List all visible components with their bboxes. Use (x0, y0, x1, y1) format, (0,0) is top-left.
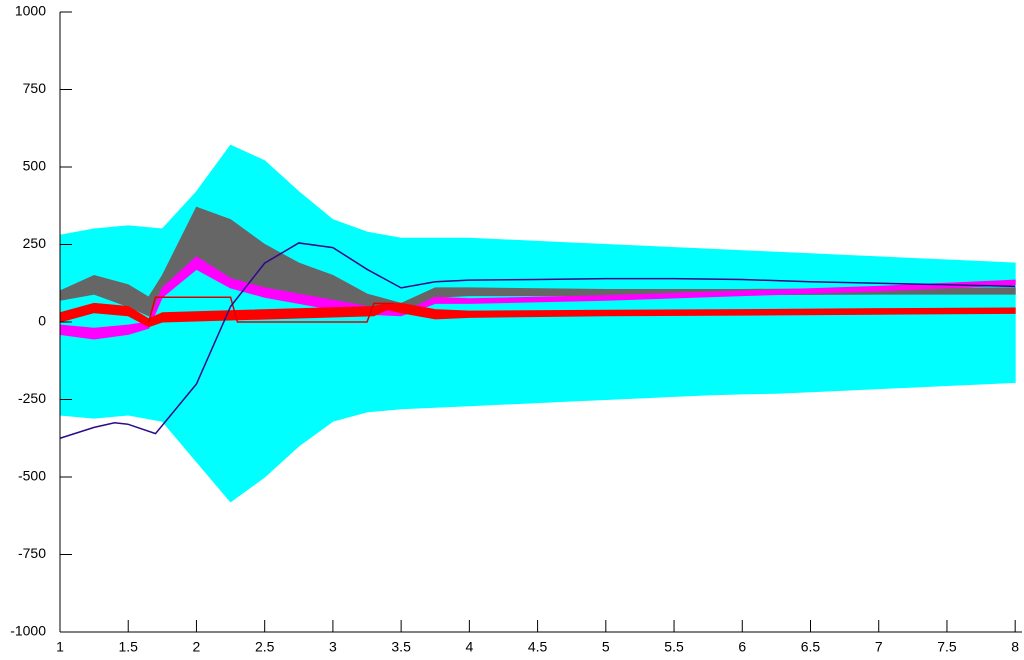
x-tick-label: 5.5 (664, 639, 684, 655)
x-tick-label: 7.5 (937, 639, 957, 655)
x-tick-label: 1 (56, 639, 64, 655)
y-tick-label: 1000 (15, 3, 46, 19)
y-tick-label: -750 (18, 545, 46, 561)
line (59, 242, 1016, 439)
x-tick-label: 3 (329, 639, 337, 655)
x-tick-label: 2 (193, 639, 201, 655)
y-tick-label: -1000 (10, 623, 46, 639)
x-tick-label: 1.5 (118, 639, 138, 655)
y-tick-label: 500 (23, 158, 47, 174)
x-tick-label: 4 (465, 639, 473, 655)
y-tick-label: -250 (18, 390, 46, 406)
line (147, 296, 395, 323)
y-tick-label: 250 (23, 235, 47, 251)
band (59, 256, 1016, 340)
y-tick-label: 0 (38, 313, 46, 329)
y-tick-label: -500 (18, 468, 46, 484)
band (59, 302, 1016, 328)
x-tick-label: 5 (602, 639, 610, 655)
x-tick-label: 6 (738, 639, 746, 655)
x-tick-label: 8 (1011, 639, 1019, 655)
x-tick-label: 3.5 (391, 639, 411, 655)
x-tick-label: 2.5 (255, 639, 275, 655)
x-tick-label: 4.5 (528, 639, 548, 655)
y-tick-label: 750 (23, 80, 47, 96)
band (59, 144, 1016, 503)
x-tick-label: 7 (875, 639, 883, 655)
x-tick-label: 6.5 (801, 639, 821, 655)
